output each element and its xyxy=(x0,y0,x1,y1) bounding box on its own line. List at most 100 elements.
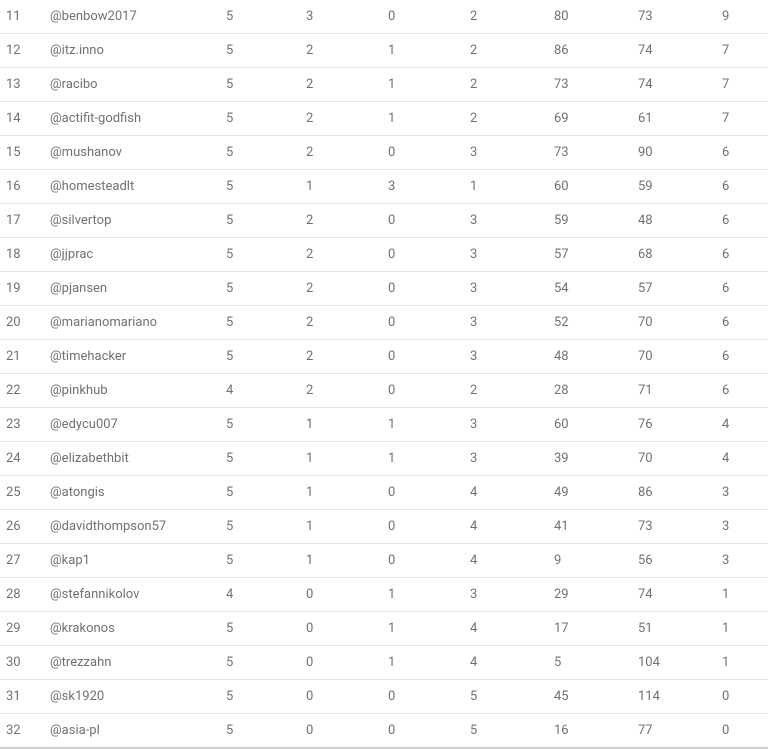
c4-cell: 3 xyxy=(464,306,548,340)
c7-cell: 4 xyxy=(716,442,768,476)
username-link[interactable]: @racibo xyxy=(50,77,98,92)
rank-cell: 26 xyxy=(0,510,44,544)
username-link[interactable]: @benbow2017 xyxy=(50,9,137,24)
table-row: 22@pinkhub420228716 xyxy=(0,374,768,408)
c3-cell: 0 xyxy=(382,204,464,238)
c4-cell: 2 xyxy=(464,68,548,102)
c7-cell: 6 xyxy=(716,238,768,272)
c6-cell: 73 xyxy=(632,510,716,544)
c5-cell: 60 xyxy=(548,170,632,204)
c4-cell: 2 xyxy=(464,0,548,34)
c7-cell: 6 xyxy=(716,204,768,238)
c3-cell: 1 xyxy=(382,442,464,476)
c2-cell: 1 xyxy=(300,476,382,510)
c6-cell: 74 xyxy=(632,578,716,612)
rank-cell: 16 xyxy=(0,170,44,204)
username-link[interactable]: @pinkhub xyxy=(50,383,108,398)
rank-cell: 30 xyxy=(0,646,44,680)
c7-cell: 7 xyxy=(716,68,768,102)
c1-cell: 5 xyxy=(220,102,300,136)
username-link[interactable]: @krakonos xyxy=(50,621,115,636)
c2-cell: 0 xyxy=(300,612,382,646)
c1-cell: 5 xyxy=(220,340,300,374)
c3-cell: 0 xyxy=(382,476,464,510)
username-cell: @asia-pl xyxy=(44,714,220,749)
c7-cell: 6 xyxy=(716,340,768,374)
c7-cell: 1 xyxy=(716,612,768,646)
c1-cell: 5 xyxy=(220,646,300,680)
c1-cell: 5 xyxy=(220,544,300,578)
c7-cell: 9 xyxy=(716,0,768,34)
c6-cell: 48 xyxy=(632,204,716,238)
c5-cell: 45 xyxy=(548,680,632,714)
username-link[interactable]: @pjansen xyxy=(50,281,107,296)
c2-cell: 0 xyxy=(300,680,382,714)
c1-cell: 5 xyxy=(220,204,300,238)
c7-cell: 7 xyxy=(716,102,768,136)
c3-cell: 0 xyxy=(382,544,464,578)
c7-cell: 1 xyxy=(716,578,768,612)
username-link[interactable]: @stefannikolov xyxy=(50,587,139,602)
username-link[interactable]: @silvertop xyxy=(50,213,111,228)
c2-cell: 1 xyxy=(300,510,382,544)
c3-cell: 1 xyxy=(382,578,464,612)
c5-cell: 54 xyxy=(548,272,632,306)
c6-cell: 74 xyxy=(632,34,716,68)
username-cell: @pjansen xyxy=(44,272,220,306)
leaderboard-table: 11@benbow201753028073912@itz.inno5212867… xyxy=(0,0,768,749)
table-row: 21@timehacker520348706 xyxy=(0,340,768,374)
c5-cell: 52 xyxy=(548,306,632,340)
table-row: 25@atongis510449863 xyxy=(0,476,768,510)
c2-cell: 3 xyxy=(300,0,382,34)
leaderboard-tbody: 11@benbow201753028073912@itz.inno5212867… xyxy=(0,0,768,748)
c6-cell: 77 xyxy=(632,714,716,749)
c6-cell: 76 xyxy=(632,408,716,442)
username-link[interactable]: @actifit-godfish xyxy=(50,111,141,126)
c5-cell: 41 xyxy=(548,510,632,544)
c7-cell: 7 xyxy=(716,34,768,68)
c4-cell: 2 xyxy=(464,374,548,408)
rank-cell: 18 xyxy=(0,238,44,272)
c5-cell: 28 xyxy=(548,374,632,408)
username-link[interactable]: @edycu007 xyxy=(50,417,118,432)
c2-cell: 0 xyxy=(300,646,382,680)
c6-cell: 70 xyxy=(632,442,716,476)
username-link[interactable]: @timehacker xyxy=(50,349,126,364)
c5-cell: 16 xyxy=(548,714,632,749)
c6-cell: 51 xyxy=(632,612,716,646)
username-link[interactable]: @mushanov xyxy=(50,145,122,160)
username-link[interactable]: @jjprac xyxy=(50,247,93,262)
table-row: 23@edycu007511360764 xyxy=(0,408,768,442)
username-link[interactable]: @atongis xyxy=(50,485,105,500)
c1-cell: 5 xyxy=(220,170,300,204)
username-link[interactable]: @elizabethbit xyxy=(50,451,129,466)
c1-cell: 5 xyxy=(220,714,300,749)
table-row: 16@homesteadlt513160596 xyxy=(0,170,768,204)
c5-cell: 73 xyxy=(548,68,632,102)
table-row: 12@itz.inno521286747 xyxy=(0,34,768,68)
username-link[interactable]: @marianomariano xyxy=(50,315,157,330)
c3-cell: 1 xyxy=(382,34,464,68)
username-link[interactable]: @trezzahn xyxy=(50,655,111,670)
username-link[interactable]: @asia-pl xyxy=(50,723,100,738)
c1-cell: 5 xyxy=(220,476,300,510)
c3-cell: 1 xyxy=(382,646,464,680)
username-link[interactable]: @davidthompson57 xyxy=(50,519,166,534)
c2-cell: 2 xyxy=(300,204,382,238)
c5-cell: 5 xyxy=(548,646,632,680)
c6-cell: 71 xyxy=(632,374,716,408)
username-link[interactable]: @kap1 xyxy=(50,553,90,568)
c4-cell: 3 xyxy=(464,136,548,170)
c3-cell: 1 xyxy=(382,408,464,442)
username-cell: @trezzahn xyxy=(44,646,220,680)
c4-cell: 3 xyxy=(464,408,548,442)
username-link[interactable]: @sk1920 xyxy=(50,689,104,704)
table-row: 17@silvertop520359486 xyxy=(0,204,768,238)
username-link[interactable]: @homesteadlt xyxy=(50,179,134,194)
c4-cell: 4 xyxy=(464,476,548,510)
rank-cell: 23 xyxy=(0,408,44,442)
c5-cell: 39 xyxy=(548,442,632,476)
username-cell: @marianomariano xyxy=(44,306,220,340)
username-link[interactable]: @itz.inno xyxy=(50,43,104,58)
c7-cell: 3 xyxy=(716,476,768,510)
